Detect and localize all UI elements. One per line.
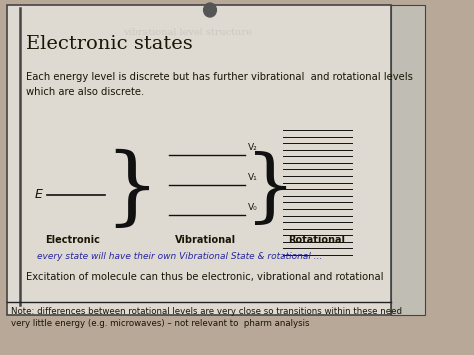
Text: V₀: V₀ <box>247 203 257 212</box>
Text: }: } <box>104 148 159 231</box>
Text: Excitation of molecule can thus be electronic, vibrational and rotational: Excitation of molecule can thus be elect… <box>26 272 383 282</box>
FancyBboxPatch shape <box>391 5 426 315</box>
Text: V₂: V₂ <box>247 143 257 152</box>
Text: every state will have their own Vibrational State & rotational ...: every state will have their own Vibratio… <box>36 252 322 261</box>
Text: E: E <box>35 189 43 202</box>
Text: Each energy level is discrete but has further vibrational  and rotational levels: Each energy level is discrete but has fu… <box>26 72 412 97</box>
Text: Note: differences between rotational levels are very close so transitions within: Note: differences between rotational lev… <box>11 307 402 328</box>
Text: }: } <box>245 151 296 229</box>
Circle shape <box>204 3 217 17</box>
Text: Vibrational: Vibrational <box>175 235 236 245</box>
Text: Rotational: Rotational <box>288 235 346 245</box>
Text: Electronic states: Electronic states <box>26 35 192 53</box>
FancyBboxPatch shape <box>7 5 391 315</box>
Text: V₁: V₁ <box>247 173 257 182</box>
Text: vibrational level structure: vibrational level structure <box>123 28 252 37</box>
Text: Electronic: Electronic <box>46 235 100 245</box>
